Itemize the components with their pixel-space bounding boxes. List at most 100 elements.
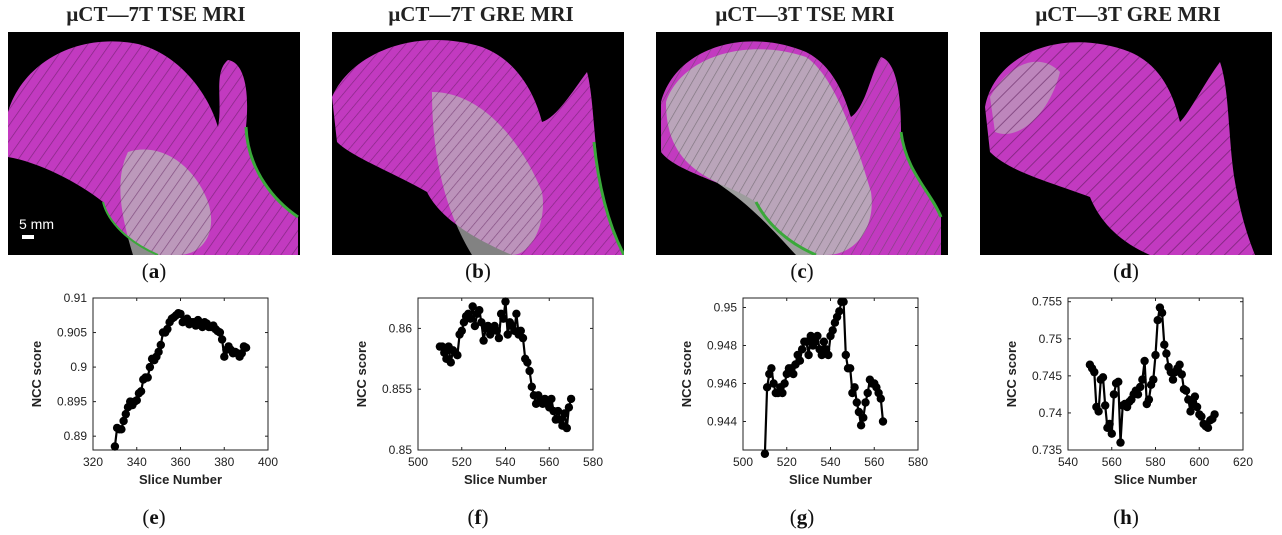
data-point bbox=[220, 352, 229, 361]
data-point bbox=[466, 314, 475, 323]
data-point bbox=[1094, 407, 1103, 416]
data-point bbox=[1107, 429, 1116, 438]
data-point bbox=[470, 321, 480, 331]
data-point bbox=[1175, 360, 1184, 369]
x-tick-label: 520 bbox=[777, 455, 797, 469]
y-tick-label: 0.745 bbox=[1032, 369, 1062, 383]
data-point bbox=[475, 306, 484, 315]
femur-overlay-image-d bbox=[980, 32, 1272, 255]
panel-title-3: μCT—3T TSE MRI bbox=[715, 2, 895, 26]
y-axis-label: NCC score bbox=[1004, 341, 1019, 407]
data-point bbox=[492, 326, 501, 335]
data-point bbox=[789, 369, 798, 379]
y-tick-label: 0.946 bbox=[707, 377, 737, 391]
y-axis-label: NCC score bbox=[29, 341, 44, 407]
data-point bbox=[863, 388, 872, 398]
x-tick-label: 360 bbox=[170, 455, 190, 469]
y-tick-label: 0.944 bbox=[707, 415, 737, 429]
data-point bbox=[1190, 392, 1200, 401]
x-tick-label: 400 bbox=[258, 455, 278, 469]
data-point bbox=[1153, 316, 1162, 325]
data-point bbox=[457, 326, 466, 335]
data-point bbox=[145, 362, 155, 372]
data-point bbox=[1197, 412, 1206, 421]
scale-bar: 5 mm bbox=[19, 216, 54, 239]
data-point bbox=[806, 331, 815, 341]
data-point bbox=[828, 326, 837, 335]
data-point bbox=[797, 345, 807, 354]
y-tick-label: 0.75 bbox=[1039, 332, 1063, 346]
data-point bbox=[1203, 423, 1213, 432]
x-tick-label: 320 bbox=[83, 455, 103, 469]
data-point bbox=[1136, 382, 1145, 392]
data-point bbox=[778, 388, 787, 398]
data-point bbox=[769, 379, 778, 388]
data-point bbox=[819, 337, 829, 346]
data-point bbox=[841, 350, 850, 360]
label-a: (a) bbox=[141, 259, 167, 283]
x-tick-label: 600 bbox=[1189, 455, 1209, 469]
data-point bbox=[1133, 390, 1143, 399]
data-point bbox=[859, 413, 868, 422]
label-b: (b) bbox=[465, 259, 491, 283]
data-point bbox=[1144, 395, 1154, 404]
x-tick-label: 540 bbox=[820, 455, 840, 469]
x-tick-label: 580 bbox=[583, 455, 603, 469]
panel-title-4: μCT—3T GRE MRI bbox=[1035, 2, 1221, 26]
y-tick-label: 0.755 bbox=[1032, 295, 1062, 309]
data-point bbox=[1181, 386, 1191, 395]
label-h: (h) bbox=[1113, 505, 1139, 529]
femur-overlay-image-c bbox=[656, 32, 948, 255]
data-point bbox=[835, 307, 844, 316]
data-point bbox=[780, 379, 789, 388]
data-point bbox=[1116, 438, 1125, 447]
data-point bbox=[876, 394, 885, 403]
x-axis-label: Slice Number bbox=[139, 472, 222, 487]
x-tick-label: 580 bbox=[1145, 455, 1165, 469]
data-point bbox=[1109, 390, 1119, 399]
data-point bbox=[1105, 419, 1114, 429]
data-point bbox=[762, 383, 772, 392]
data-point bbox=[1160, 340, 1169, 349]
y-tick-label: 0.855 bbox=[382, 382, 412, 396]
data-point bbox=[215, 328, 225, 337]
panel-title-1: μCT—7T TSE MRI bbox=[66, 2, 246, 26]
data-point bbox=[1098, 373, 1108, 382]
data-point bbox=[499, 314, 508, 323]
data-point bbox=[501, 297, 510, 306]
data-point bbox=[1140, 356, 1149, 366]
data-point bbox=[560, 409, 569, 418]
data-point bbox=[813, 331, 822, 341]
data-point bbox=[1090, 367, 1099, 377]
data-point bbox=[547, 394, 556, 404]
data-point bbox=[518, 333, 528, 343]
data-point bbox=[132, 396, 141, 405]
ncc-chart-h: 540 560 580 600 620 0.735 0.74 0.745 0.75 0.755 Sl… bbox=[975, 258, 1275, 503]
data-point bbox=[1114, 377, 1123, 386]
data-point bbox=[1149, 375, 1158, 384]
x-tick-label: 500 bbox=[733, 455, 753, 469]
x-tick-label: 520 bbox=[452, 455, 472, 469]
data-point bbox=[852, 398, 861, 407]
data-point bbox=[154, 347, 163, 357]
data-point bbox=[795, 356, 805, 365]
data-point bbox=[143, 373, 152, 382]
data-point bbox=[477, 318, 486, 327]
x-tick-label: 560 bbox=[539, 455, 559, 469]
data-point bbox=[494, 333, 504, 343]
data-point bbox=[117, 425, 126, 434]
data-point bbox=[156, 340, 165, 350]
y-tick-label: 0.74 bbox=[1039, 406, 1063, 420]
data-point bbox=[110, 442, 120, 451]
data-point bbox=[1192, 402, 1202, 412]
data-point bbox=[446, 358, 455, 367]
data-point bbox=[802, 337, 811, 346]
data-point bbox=[804, 350, 813, 360]
label-g: (g) bbox=[789, 505, 815, 529]
x-tick-label: 500 bbox=[408, 455, 428, 469]
data-point bbox=[846, 364, 855, 373]
data-point bbox=[527, 382, 536, 391]
x-tick-label: 380 bbox=[214, 455, 234, 469]
data-point bbox=[163, 324, 172, 334]
data-point bbox=[1157, 308, 1167, 317]
